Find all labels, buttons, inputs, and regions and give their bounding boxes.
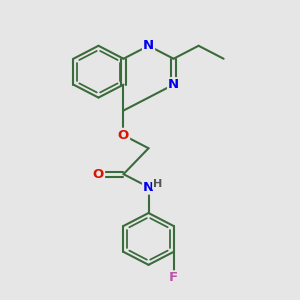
Text: N: N	[143, 181, 154, 194]
Text: F: F	[169, 271, 178, 284]
Text: O: O	[118, 129, 129, 142]
Text: N: N	[168, 78, 179, 91]
Text: N: N	[143, 39, 154, 52]
Text: O: O	[93, 168, 104, 181]
Text: H: H	[153, 179, 162, 189]
